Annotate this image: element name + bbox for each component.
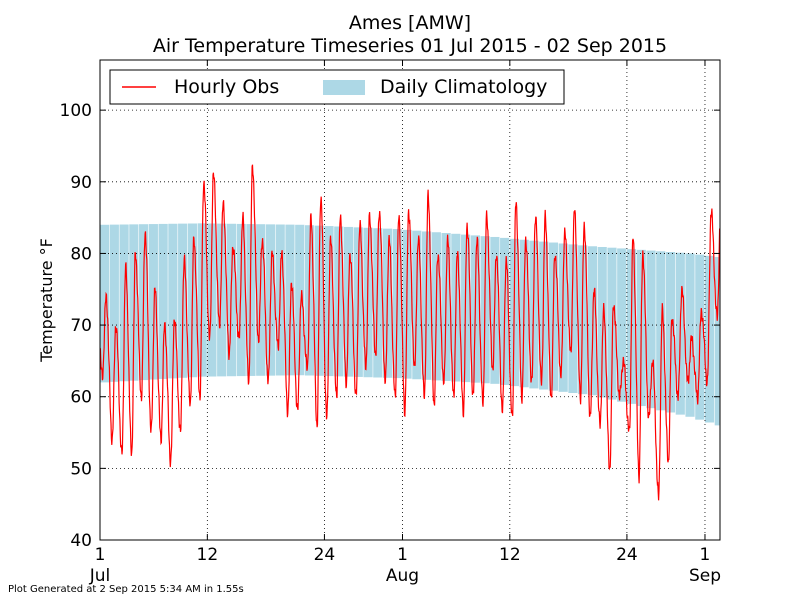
climatology-bar — [656, 251, 666, 411]
climatology-bar — [217, 223, 227, 377]
y-tick-label: 100 — [60, 101, 92, 121]
hourly-obs-line — [99, 164, 721, 501]
x-tick-label: 1 — [397, 545, 408, 565]
climatology-bar — [373, 228, 383, 378]
y-axis-label: Temperature °F — [37, 238, 56, 363]
x-month-label: Sep — [689, 566, 721, 586]
y-tick-label: 50 — [70, 459, 92, 479]
climatology-bar — [665, 252, 676, 413]
x-tick-label: 24 — [314, 545, 336, 565]
climatology-bar — [168, 223, 178, 379]
x-tick-label: 1 — [95, 545, 106, 565]
climatology-bar — [148, 224, 158, 380]
legend: Hourly Obs Daily Climatology — [109, 69, 565, 105]
climatology-bar — [685, 253, 695, 417]
climatology-bar — [568, 244, 578, 393]
y-tick-label: 70 — [70, 316, 92, 336]
climatology-bar — [207, 223, 217, 377]
x-tick-label: 12 — [197, 545, 219, 565]
y-tick-label: 40 — [70, 531, 92, 551]
x-tick-label: 24 — [616, 545, 638, 565]
climatology-bar — [109, 224, 119, 382]
climatology-bar — [714, 257, 720, 426]
y-tick-label: 80 — [70, 244, 92, 264]
x-month-label: Aug — [386, 566, 419, 586]
climatology-bar — [285, 224, 295, 376]
plot-frame — [99, 59, 721, 541]
x-month-label: Jul — [89, 566, 111, 586]
chart-title: Ames [AMW] — [348, 12, 472, 34]
climatology-bar — [236, 223, 246, 377]
legend-label: Daily Climatology — [380, 76, 547, 98]
climatology-bar — [597, 246, 607, 398]
climatology-bar — [617, 248, 627, 402]
chart-subtitle: Air Temperature Timeseries 01 Jul 2015 -… — [152, 35, 668, 57]
climatology-bar — [607, 247, 617, 400]
climatology-bar — [100, 224, 110, 383]
climatology-bar — [246, 224, 256, 376]
x-tick-label: 1 — [700, 545, 711, 565]
hourly-obs-layer — [99, 164, 721, 501]
grid-layer — [99, 60, 720, 540]
y-tick-label: 60 — [70, 388, 92, 408]
legend-label: Hourly Obs — [174, 76, 279, 98]
x-tick-label: 12 — [499, 545, 521, 565]
climatology-bar — [158, 223, 168, 379]
plot-generated-note: Plot Generated at 2 Sep 2015 5:34 AM in … — [8, 584, 244, 595]
legend-band-swatch — [323, 80, 365, 95]
y-tick-label: 90 — [70, 173, 92, 193]
climatology-bar — [295, 224, 305, 376]
climatology-bar — [704, 255, 715, 423]
climatology-bar — [646, 250, 656, 409]
